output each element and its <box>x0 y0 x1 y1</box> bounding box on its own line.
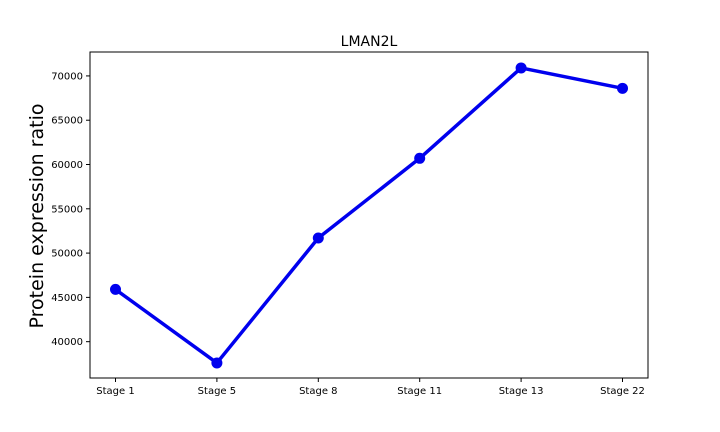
plot-area <box>89 51 649 379</box>
data-point <box>617 82 628 94</box>
data-point <box>211 357 223 369</box>
data-point <box>414 152 426 164</box>
y-tick-label: 70000 <box>51 71 83 82</box>
x-tick-label: Stage 11 <box>397 386 442 397</box>
series-line <box>114 66 623 365</box>
x-tick-label: Stage 8 <box>299 386 337 397</box>
data-point <box>515 62 527 74</box>
y-tick-label: 65000 <box>51 116 83 127</box>
x-tick-label: Stage 1 <box>96 386 134 397</box>
y-tick-label: 60000 <box>51 160 83 171</box>
x-tick-label: Stage 22 <box>600 386 645 397</box>
y-axis: 40000 45000 50000 55000 60000 65000 70000 <box>51 71 90 348</box>
x-axis: Stage 1 Stage 5 Stage 8 Stage 11 Stage 13 Sta… <box>96 378 645 397</box>
data-point <box>312 232 324 244</box>
y-tick-label: 45000 <box>51 293 83 304</box>
series-layer <box>110 62 628 369</box>
y-tick-label: 40000 <box>51 337 83 348</box>
x-tick-label: Stage 13 <box>499 386 544 397</box>
data-point <box>110 283 121 295</box>
x-tick-label: Stage 5 <box>198 386 236 397</box>
y-tick-label: 50000 <box>51 249 83 260</box>
chart-title: LMAN2L <box>341 34 398 50</box>
y-axis-label: Protein expression ratio <box>26 104 48 329</box>
y-tick-label: 55000 <box>51 204 83 215</box>
